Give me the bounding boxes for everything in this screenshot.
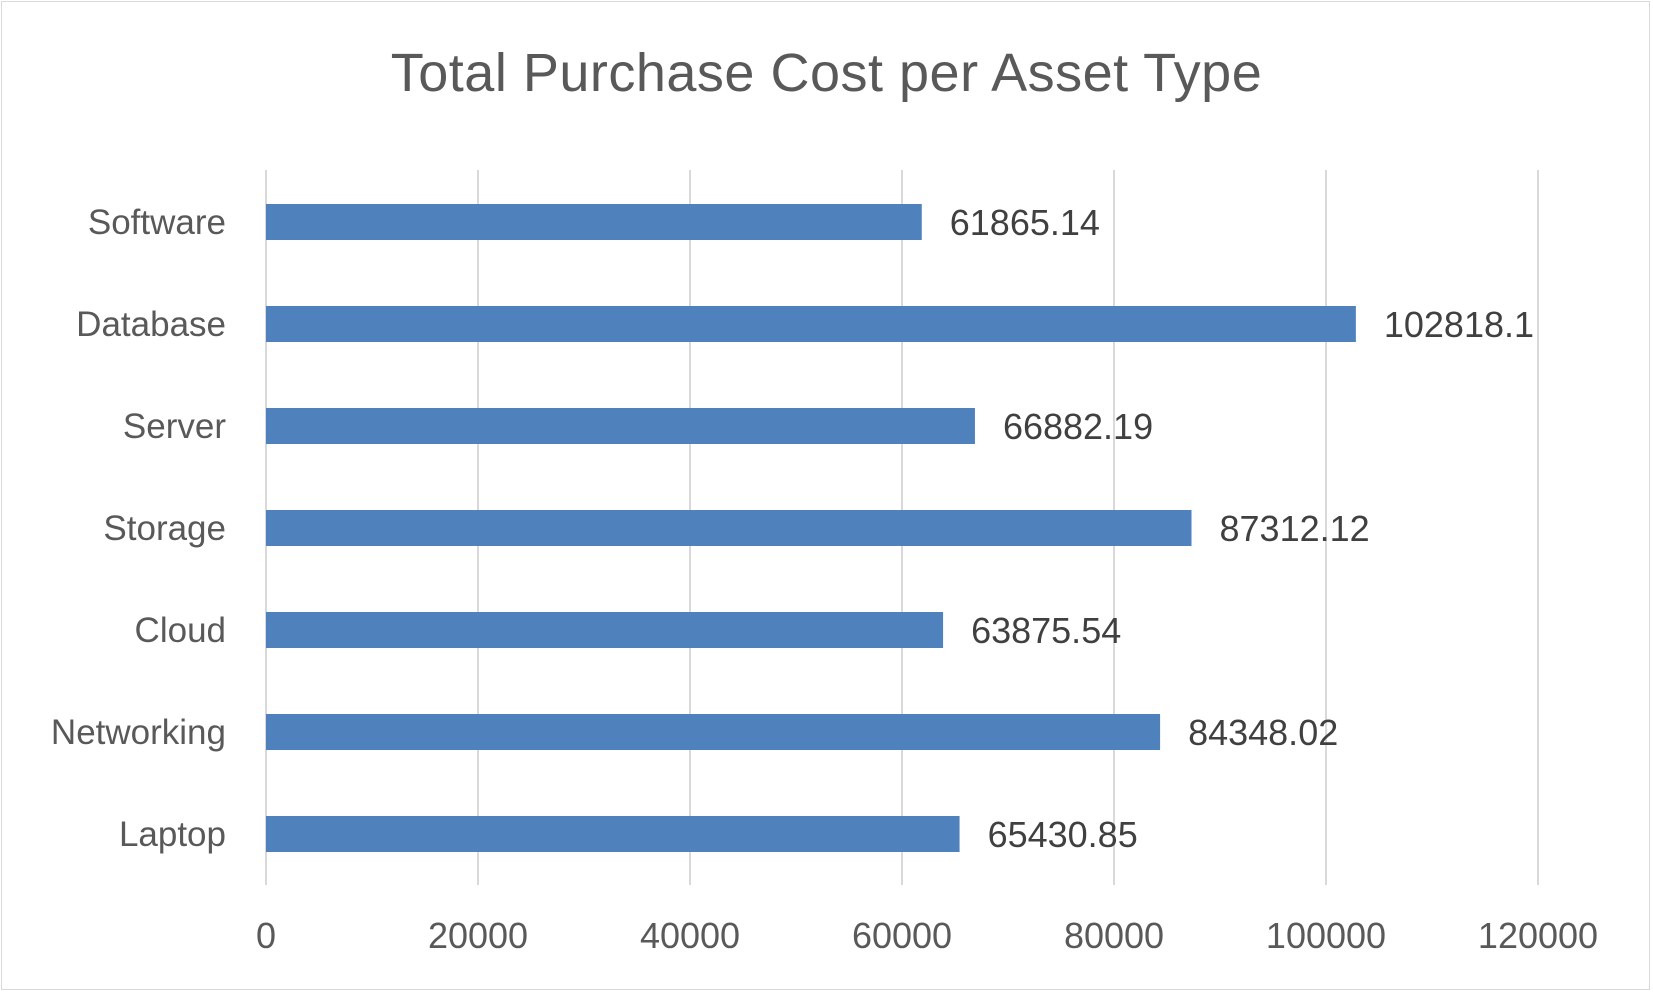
data-labels: 61865.14 102818.1 66882.19 87312.12 63875.54…	[950, 202, 1534, 855]
x-tick-label: 80000	[1064, 915, 1164, 956]
value-axis-labels: 0 20000 40000 60000 80000 100000 120000	[256, 915, 1598, 956]
y-category-label: Storage	[103, 509, 226, 548]
y-category-label: Server	[123, 407, 226, 446]
chart-title: Total Purchase Cost per Asset Type	[390, 43, 1263, 103]
category-axis-labels: Software Database Server Storage Cloud Networ…	[51, 203, 226, 854]
y-category-label: Laptop	[119, 815, 226, 854]
bar-storage	[266, 510, 1192, 546]
data-label: 102818.1	[1384, 304, 1534, 345]
bar-database	[266, 306, 1356, 342]
bar-networking	[266, 714, 1161, 750]
x-tick-label: 40000	[640, 915, 740, 956]
bar-software	[266, 204, 922, 240]
data-label: 61865.14	[950, 202, 1100, 243]
x-tick-label: 120000	[1478, 915, 1598, 956]
x-tick-label: 100000	[1266, 915, 1386, 956]
y-category-label: Networking	[51, 713, 226, 752]
data-label: 65430.85	[988, 814, 1138, 855]
bar-cloud	[266, 612, 944, 648]
data-label: 87312.12	[1220, 508, 1370, 549]
data-label: 63875.54	[971, 610, 1121, 651]
data-label: 66882.19	[1003, 406, 1153, 447]
y-category-label: Cloud	[135, 611, 226, 650]
bars	[266, 204, 1356, 852]
y-category-label: Software	[88, 203, 226, 242]
x-tick-label: 20000	[428, 915, 528, 956]
y-category-label: Database	[76, 305, 226, 344]
x-tick-label: 0	[256, 915, 276, 956]
x-tick-label: 60000	[852, 915, 952, 956]
bar-server	[266, 408, 975, 444]
bar-laptop	[266, 816, 960, 852]
data-label: 84348.02	[1188, 712, 1338, 753]
